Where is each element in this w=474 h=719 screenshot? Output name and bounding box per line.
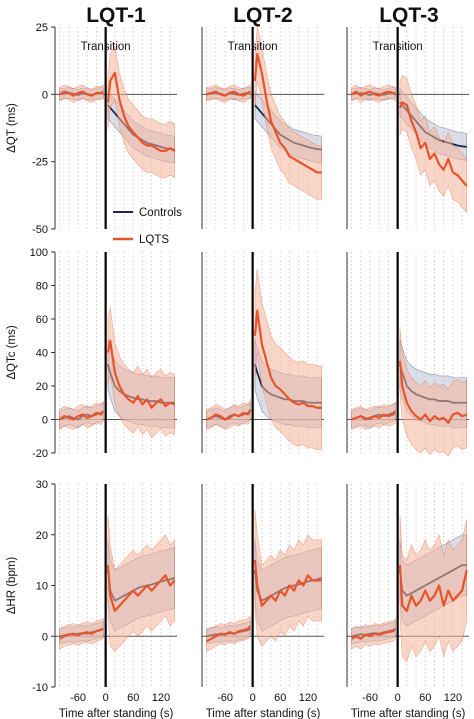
panel-1-qtc-y-tick-label: 80	[36, 281, 48, 293]
panel-1-hr-lqts-line	[106, 565, 176, 612]
panel-1-qt-y-tick-label: 0	[42, 89, 48, 101]
panel-1-qt-y-tick-label: -50	[32, 224, 48, 236]
panel-1-qtc-y-axis-label: ΔQTc (ms)	[6, 325, 18, 379]
panel-2-qtc-lqts-line	[206, 408, 252, 421]
panel-2-hr-x-tick-label: -60	[217, 692, 233, 704]
panel-3-hr-lqts-line	[351, 627, 397, 640]
panel-3-qtc-lqts-band	[399, 327, 467, 457]
panel-1-hr-y-tick-label: 0	[42, 631, 48, 643]
panel-1-hr-x-tick-label: 0	[103, 692, 109, 704]
panel-1-hr-y-axis-label: ΔHR (bpm)	[6, 557, 18, 615]
panel-1-qt-y-tick-label: 25	[36, 22, 48, 34]
panel-1-hr-x-tick-label: -60	[70, 692, 86, 704]
panel-3-qtc-lqts-line	[351, 411, 396, 421]
panel-1-hr: -60 0 60 120 Time after standing (s) -10 0 10 20…	[6, 479, 177, 719]
panel-1-qt-y-axis-label: ΔQT (ms)	[6, 103, 18, 153]
panel-3-qt-lqts-band	[399, 75, 467, 214]
panel-1-qtc-y-tick-label: 100	[30, 247, 48, 259]
panel-1-qtc-y-tick-label: 20	[36, 381, 48, 393]
panel-1-qt-lqts-line	[59, 90, 104, 97]
panel-2-qtc-lqts-line	[253, 309, 322, 409]
panel-1-qtc-lqts-line	[106, 339, 176, 409]
panel-2-hr-x-tick-label: 0	[250, 692, 256, 704]
column-title-lqt2: LQT-2	[233, 4, 293, 27]
panel-3-qt: Transition	[346, 27, 469, 229]
panel-1-hr-lqts-line	[59, 627, 104, 640]
panel-1-hr-y-tick-label: -10	[32, 682, 48, 694]
panel-3-qtc	[346, 252, 469, 457]
panel-1-qt-lqts-line	[106, 71, 176, 152]
panel-1-hr-y-tick-label: 10	[36, 581, 48, 593]
panel-3-hr-x-tick-label: 60	[419, 692, 431, 704]
panel-2-hr-x-axis-label: Time after standing (s)	[206, 708, 321, 719]
panel-1-qt-lqts-band	[107, 44, 175, 179]
panel-3-qtc-lqts-line	[398, 360, 468, 424]
panel-1-qt-y-tick-label: -25	[32, 157, 48, 169]
panel-1-qtc-y-tick-label: 0	[42, 415, 48, 427]
column-title-lqt3: LQT-3	[379, 4, 439, 27]
panel-3-qt-lqts-line	[398, 101, 468, 187]
panel-3-hr-x-tick-label: 120	[444, 692, 462, 704]
panel-1-qt-lqts-band	[59, 84, 104, 103]
panel-2-qt-lqts-line	[206, 90, 251, 97]
panel-1-qtc-y-tick-label: -20	[32, 448, 48, 460]
panel-1-hr-lqts-band	[107, 514, 175, 652]
panel-1-qt-transition-label: Transition	[81, 41, 131, 53]
panel-3-hr-x-axis-label: Time after standing (s)	[351, 708, 466, 719]
panel-2-qt: Transition	[201, 26, 324, 229]
panel-1-hr-y-tick-label: 20	[36, 530, 48, 542]
panel-2-qtc-lqts-band	[206, 399, 251, 430]
panel-3-qt-lqts-line	[351, 90, 396, 97]
panel-3-hr-lqts-band	[399, 514, 467, 663]
panel-2-qt-lqts-band	[254, 26, 322, 200]
panel-1-qtc-y-tick-label: 40	[36, 348, 48, 360]
panel-1-hr-x-tick-label: 120	[152, 692, 170, 704]
panel-2-qt-lqts-line	[253, 52, 322, 174]
panel-1-hr-y-tick-label: 30	[36, 479, 48, 491]
panel-2-hr-x-tick-label: 120	[299, 692, 317, 704]
panel-1-hr-x-tick-label: 60	[127, 692, 139, 704]
panel-1-hr-x-axis-label: Time after standing (s)	[59, 708, 174, 719]
panel-2-qtc	[201, 252, 324, 453]
panel-2-hr: -60 0 60 120 Time after standing (s)	[201, 484, 324, 719]
legend-label-lqts: LQTS	[139, 234, 169, 246]
column-title-lqt1: LQT-1	[86, 4, 146, 27]
panel-1-qtc-lqts-line	[58, 410, 105, 421]
panel-3-hr-x-tick-label: 0	[395, 692, 401, 704]
legend-label-controls: Controls	[139, 207, 182, 219]
panel-2-hr-lqts-line	[206, 625, 252, 643]
panel-1-qtc-y-tick-label: 60	[36, 314, 48, 326]
panel-1-qtc: -20 0 20 40 60 80 100 ΔQTc (ms)	[6, 247, 177, 460]
legend: Controls LQTS	[113, 207, 182, 246]
panel-2-hr-x-tick-label: 60	[274, 692, 286, 704]
panel-2-hr-lqts-line	[253, 560, 322, 607]
panel-3-qt-transition-label: Transition	[373, 41, 423, 53]
panel-1-qt: -50 -25 0 25 ΔQT (ms) Transition	[6, 22, 177, 236]
panels: -50 -25 0 25 ΔQT (ms) Transition Transition Tra…	[6, 22, 469, 719]
panel-2-hr-lqts-band	[254, 509, 322, 647]
panel-1-qtc-lqts-band	[107, 307, 175, 439]
panel-3-hr-x-tick-label: -60	[362, 692, 378, 704]
panel-3-hr-lqts-line	[398, 565, 468, 612]
panel-3-hr: -60 0 60 120 Time after standing (s)	[346, 484, 469, 719]
panel-2-qt-transition-label: Transition	[228, 41, 278, 53]
